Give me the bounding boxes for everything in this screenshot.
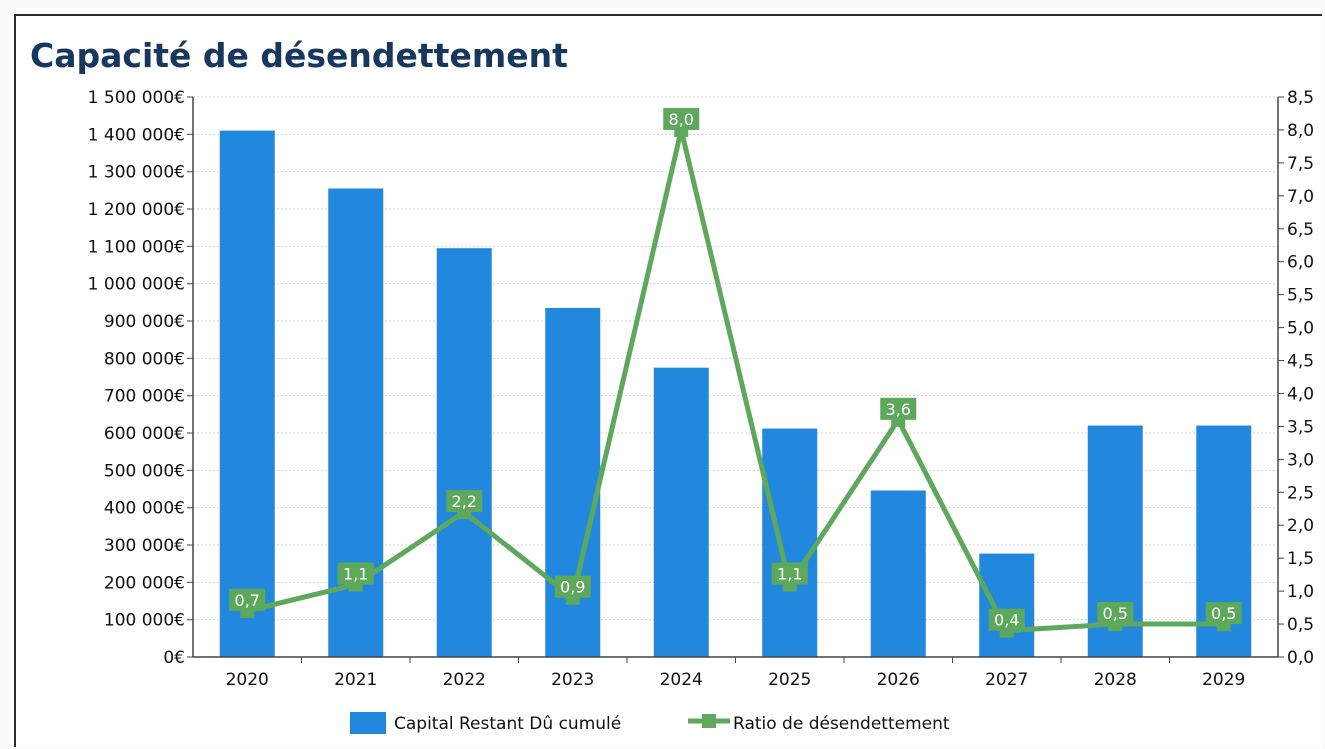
- ratio-data-label: 8,0: [669, 110, 694, 129]
- y-right-tick-label: 1,5: [1287, 549, 1314, 569]
- x-tick-label: 2020: [226, 670, 269, 690]
- legend-swatch-ratio-marker: [702, 714, 716, 728]
- ratio-data-label: 0,7: [235, 591, 260, 610]
- y-right-tick-label: 7,0: [1287, 187, 1314, 207]
- bar: [870, 490, 926, 657]
- legend-swatch-capital: [350, 712, 386, 734]
- x-tick-label: 2021: [334, 670, 377, 690]
- chart-title: Capacité de désendettement: [30, 36, 568, 75]
- ratio-data-label: 0,5: [1211, 604, 1236, 623]
- legend: Capital Restant Dû cumulé Ratio de désend…: [350, 712, 950, 734]
- x-tick-label: 2025: [768, 670, 811, 690]
- bar-series: [219, 130, 1252, 658]
- y-right-tick-label: 4,5: [1287, 352, 1314, 372]
- y-left-tick-label: 800 000€: [104, 349, 185, 369]
- ratio-label-box: [1097, 602, 1134, 625]
- y-right-tick-label: 5,0: [1287, 319, 1314, 339]
- y-left-tick-label: 0€: [163, 648, 185, 668]
- y-left-tick-label: 1 300 000€: [88, 163, 185, 183]
- y-right-tick-label: 3,5: [1287, 417, 1314, 437]
- y-left-tick-label: 900 000€: [104, 312, 185, 332]
- y-left-tick-label: 200 000€: [104, 573, 185, 593]
- y-left-tick-label: 700 000€: [104, 387, 185, 407]
- y-right-tick-label: 3,0: [1287, 450, 1314, 470]
- x-tick-label: 2029: [1202, 670, 1245, 690]
- ratio-line: [246, 127, 1224, 634]
- ratio-data-label: 0,5: [1103, 604, 1128, 623]
- x-tick-label: 2027: [985, 670, 1028, 690]
- y-left-tick-label: 500 000€: [104, 461, 185, 481]
- legend-label-capital: Capital Restant Dû cumulé: [394, 714, 621, 734]
- bar: [219, 130, 275, 658]
- y-right-tick-label: 2,0: [1287, 516, 1314, 536]
- y-left-tick-label: 600 000€: [104, 424, 185, 444]
- ratio-data-label: 1,1: [777, 565, 802, 584]
- ratio-data-label: 3,6: [886, 400, 911, 419]
- ratio-data-label: 0,9: [560, 578, 585, 597]
- ratio-label-box: [446, 490, 483, 513]
- x-tick-label: 2023: [551, 670, 594, 690]
- ratio-data-label: 1,1: [343, 565, 368, 584]
- y-right-tick-label: 7,5: [1287, 154, 1314, 174]
- ratio-label-box: [988, 608, 1025, 631]
- y-right-tick-label: 2,5: [1287, 483, 1314, 503]
- ratio-label-box: [880, 397, 917, 420]
- x-tick-label: 2024: [660, 670, 703, 690]
- y-left-tick-label: 1 000 000€: [88, 275, 185, 295]
- bar: [979, 553, 1035, 657]
- y-right-tick-label: 5,5: [1287, 286, 1314, 306]
- y-left-tick-label: 400 000€: [104, 499, 185, 519]
- y-left-tick-label: 1 100 000€: [88, 237, 185, 257]
- ratio-label-box: [771, 562, 808, 585]
- y-left-tick-label: 1 200 000€: [88, 200, 185, 220]
- ratio-label-box: [1205, 602, 1242, 625]
- y-right-tick-label: 1,0: [1287, 582, 1314, 602]
- ratio-label-box: [229, 588, 266, 611]
- line-series: 0,7 1,1 2,2 0,9 8,0 1,1 3,6 0,4 0,5 0,5: [229, 107, 1242, 638]
- legend-label-ratio: Ratio de désendettement: [733, 714, 950, 734]
- x-tick-label: 2022: [443, 670, 486, 690]
- bar: [436, 248, 492, 657]
- y-left-tick-label: 1 500 000€: [88, 88, 185, 108]
- y-right-tick-label: 8,0: [1287, 121, 1314, 141]
- y-right-tick-label: 4,0: [1287, 384, 1314, 404]
- axes: 0€ 100 000€ 200 000€ 300 000€ 400 000€ 500 00…: [88, 88, 1314, 690]
- y-left-tick-label: 300 000€: [104, 536, 185, 556]
- x-tick-label: 2028: [1094, 670, 1137, 690]
- bar: [762, 428, 818, 657]
- y-left-tick-label: 100 000€: [104, 611, 185, 631]
- y-right-tick-label: 6,0: [1287, 253, 1314, 273]
- ratio-data-label: 0,4: [994, 611, 1019, 630]
- y-right-tick-label: 8,5: [1287, 88, 1314, 108]
- ratio-label-box: [337, 562, 374, 585]
- y-right-tick-label: 0,0: [1287, 648, 1314, 668]
- x-tick-label: 2026: [877, 670, 920, 690]
- bar: [653, 367, 709, 657]
- y-right-tick-label: 0,5: [1287, 615, 1314, 635]
- ratio-label-box: [554, 575, 591, 598]
- ratio-data-label: 2,2: [452, 492, 477, 511]
- y-right-tick-label: 6,5: [1287, 220, 1314, 240]
- y-left-tick-label: 1 400 000€: [88, 125, 185, 145]
- ratio-label-box: [663, 107, 700, 130]
